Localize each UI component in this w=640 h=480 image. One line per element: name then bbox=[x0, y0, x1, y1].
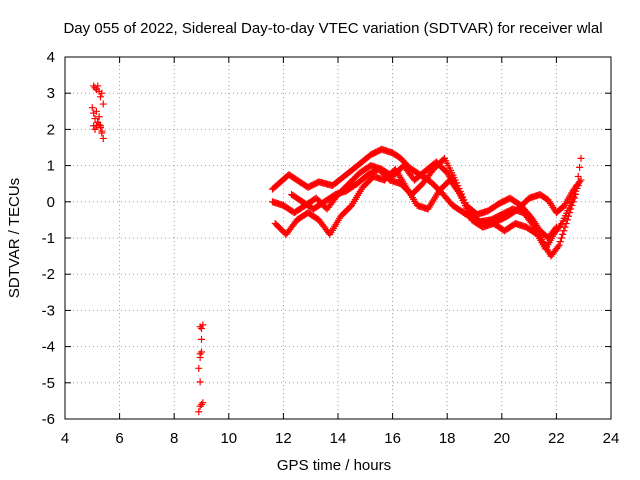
x-tick-label: 22 bbox=[548, 430, 565, 447]
x-tick-label: 16 bbox=[384, 430, 401, 447]
y-tick-label: -3 bbox=[42, 302, 55, 319]
data-point bbox=[560, 227, 568, 235]
data-point bbox=[559, 230, 567, 238]
data-point bbox=[99, 134, 107, 142]
data-point bbox=[88, 104, 96, 112]
x-tick-label: 12 bbox=[275, 430, 292, 447]
x-tick-label: 8 bbox=[170, 430, 178, 447]
x-tick-label: 24 bbox=[603, 430, 620, 447]
data-point bbox=[563, 216, 571, 224]
data-point bbox=[196, 353, 204, 361]
data-point bbox=[95, 113, 103, 121]
data-point bbox=[94, 82, 102, 90]
data-point bbox=[557, 221, 565, 229]
data-point bbox=[96, 93, 104, 101]
y-axis-label: SDTVAR / TECUs bbox=[6, 178, 23, 298]
chart-title: Day 055 of 2022, Sidereal Day-to-day VTE… bbox=[63, 20, 602, 37]
data-point bbox=[196, 378, 204, 386]
y-tick-label: -6 bbox=[42, 411, 55, 428]
y-tick-label: -2 bbox=[42, 266, 55, 283]
data-point bbox=[98, 89, 106, 97]
data-point bbox=[195, 364, 203, 372]
y-tick-label: 0 bbox=[47, 194, 55, 211]
x-tick-label: 14 bbox=[330, 430, 347, 447]
data-point bbox=[577, 154, 585, 162]
data-point bbox=[198, 401, 205, 409]
x-tick-label: 18 bbox=[439, 430, 456, 447]
x-tick-label: 20 bbox=[493, 430, 510, 447]
data-point bbox=[556, 238, 564, 246]
data-point bbox=[91, 115, 99, 123]
data-point bbox=[99, 100, 107, 108]
data-point bbox=[574, 172, 582, 180]
data-point bbox=[198, 325, 205, 332]
y-tick-label: 1 bbox=[47, 158, 55, 175]
x-tick-labels: 4 6 8 10 12 14 16 18 20 22 24 bbox=[61, 430, 620, 447]
data-point bbox=[199, 399, 207, 407]
data-points bbox=[88, 82, 585, 416]
data-point bbox=[195, 408, 203, 416]
data-point bbox=[199, 321, 207, 329]
data-point bbox=[555, 241, 563, 249]
y-tick-label: -1 bbox=[42, 230, 55, 247]
y-tick-label: -5 bbox=[42, 375, 55, 392]
data-point bbox=[557, 234, 565, 242]
data-point bbox=[92, 107, 100, 115]
y-tick-label: 3 bbox=[47, 85, 55, 102]
data-point bbox=[577, 176, 585, 184]
data-point bbox=[552, 223, 560, 231]
y-tick-label: 2 bbox=[47, 121, 55, 138]
data-point bbox=[98, 129, 106, 137]
x-tick-label: 10 bbox=[220, 430, 237, 447]
data-point bbox=[91, 125, 99, 133]
x-tick-label: 4 bbox=[61, 430, 69, 447]
x-axis-label: GPS time / hours bbox=[277, 457, 391, 474]
y-tick-label: 4 bbox=[47, 49, 55, 66]
data-point bbox=[198, 348, 205, 356]
data-point bbox=[574, 182, 582, 190]
x-tick-label: 6 bbox=[115, 430, 123, 447]
y-tick-label: -4 bbox=[42, 339, 55, 356]
grid bbox=[65, 57, 611, 419]
data-point bbox=[576, 178, 584, 186]
axis-ticks bbox=[64, 56, 612, 420]
data-point bbox=[96, 124, 104, 132]
data-point bbox=[551, 225, 559, 233]
y-tick-labels: 4 3 2 1 0 -1 -2 -3 -4 -5 -6 bbox=[42, 49, 55, 428]
data-point bbox=[198, 335, 205, 343]
data-point bbox=[576, 163, 584, 171]
data-point bbox=[554, 243, 562, 251]
